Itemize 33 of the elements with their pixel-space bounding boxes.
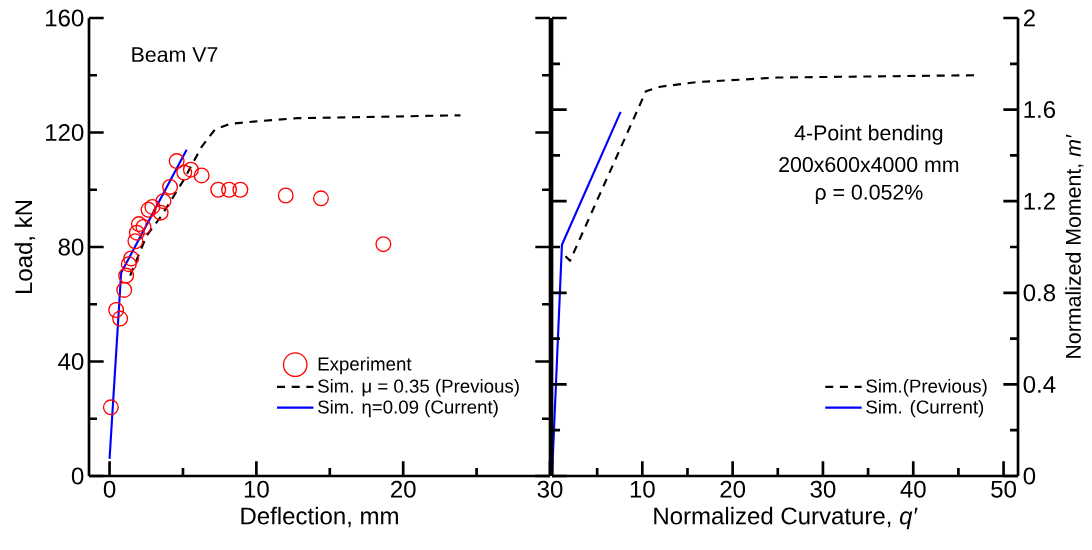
y2-tick-label: 0.8 (1023, 284, 1056, 302)
y-tick-label: 120 (46, 123, 84, 141)
x-tick-label: 0 (103, 480, 116, 498)
annotation: 200x600x4000 mm (779, 157, 959, 173)
annotation: Beam V7 (132, 47, 218, 63)
y-tick-label: 160 (46, 9, 84, 27)
x-axis-title: Normalized Curvature, q′ (654, 506, 918, 530)
x-tick-label: 20 (720, 480, 746, 498)
x-tick-label: 30 (537, 480, 563, 498)
annotation: ρ = 0.052% (815, 184, 923, 204)
y2-tick-label: 1.6 (1024, 101, 1056, 119)
x-tick-label: 10 (630, 480, 655, 498)
y2-tick-label: 2 (1023, 9, 1035, 27)
legend-label: Experiment (318, 356, 412, 375)
x-axis-title: Deflection, mm (241, 506, 398, 528)
y-axis-title: Load, kN (14, 200, 36, 294)
y2-tick-label: 0 (1023, 467, 1036, 485)
y-tick-label: 80 (58, 238, 84, 256)
x-tick-label: 30 (810, 480, 836, 498)
x-tick-label: 10 (244, 480, 269, 498)
x-tick-label: 50 (991, 480, 1016, 498)
y2-tick-label: 1.2 (1024, 192, 1055, 210)
x-tick-label: 20 (391, 480, 416, 498)
legend-label: Sim. η=0.09 (Current) (318, 399, 498, 418)
x-tick-label: 40 (900, 480, 926, 498)
y2-axis-title: Normalized Moment, m′ (1065, 134, 1084, 358)
legend-label: Sim. (Current) (866, 399, 984, 418)
y-tick-label: 40 (58, 352, 84, 370)
legend-label: Sim. μ = 0.35 (Previous) (318, 379, 519, 397)
y-tick-label: 0 (71, 467, 84, 485)
legend-label: Sim.(Previous) (866, 379, 987, 397)
annotation: 4-Point bending (794, 124, 943, 145)
y2-tick-label: 0.4 (1023, 375, 1056, 393)
